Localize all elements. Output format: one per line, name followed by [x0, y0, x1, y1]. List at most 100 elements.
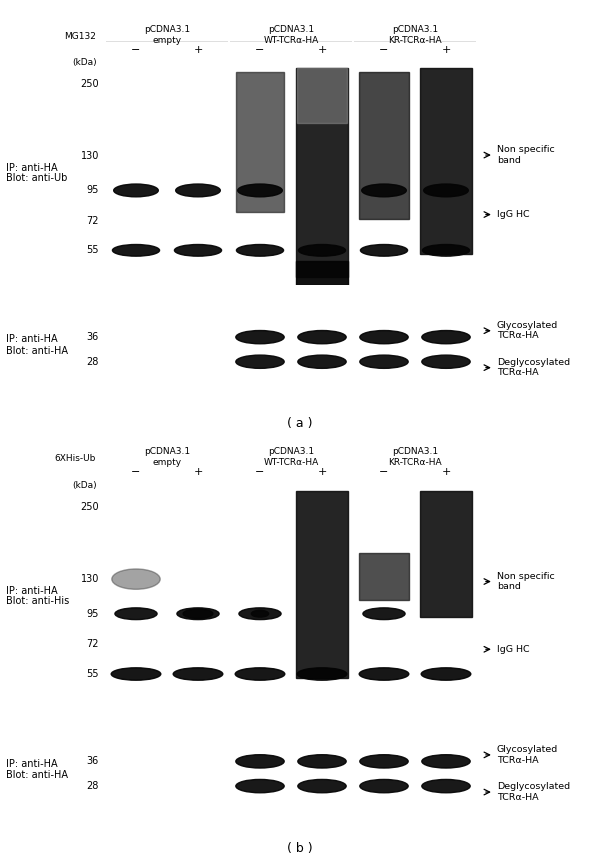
- Text: IgG HC: IgG HC: [497, 645, 529, 654]
- Ellipse shape: [422, 779, 470, 792]
- Ellipse shape: [422, 244, 470, 256]
- Ellipse shape: [422, 754, 470, 768]
- Text: +: +: [442, 45, 451, 55]
- Ellipse shape: [236, 355, 284, 368]
- Ellipse shape: [175, 244, 221, 256]
- Text: pCDNA3.1
KR-TCRα-HA: pCDNA3.1 KR-TCRα-HA: [388, 447, 442, 466]
- Bar: [420, 68, 472, 254]
- Text: 36: 36: [87, 756, 99, 766]
- Bar: [296, 68, 348, 277]
- Text: 72: 72: [86, 639, 99, 649]
- Text: 130: 130: [80, 151, 99, 161]
- Bar: [359, 553, 409, 600]
- Ellipse shape: [360, 779, 408, 792]
- Text: 36: 36: [87, 332, 99, 342]
- Ellipse shape: [424, 184, 469, 197]
- Ellipse shape: [422, 355, 470, 368]
- Text: Deglycosylated
TCRα-HA: Deglycosylated TCRα-HA: [497, 358, 570, 377]
- Text: −: −: [256, 467, 265, 477]
- Ellipse shape: [360, 330, 408, 344]
- Text: pCDNA3.1
WT-TCRα-HA: pCDNA3.1 WT-TCRα-HA: [263, 25, 319, 44]
- Ellipse shape: [298, 244, 346, 256]
- Ellipse shape: [363, 608, 405, 620]
- Text: 72: 72: [86, 216, 99, 225]
- Ellipse shape: [236, 244, 284, 256]
- Ellipse shape: [359, 668, 409, 681]
- Text: 130: 130: [80, 574, 99, 584]
- Text: Glycosylated
TCRα-HA: Glycosylated TCRα-HA: [497, 321, 558, 341]
- Text: −: −: [131, 45, 140, 55]
- Text: pCDNA3.1
empty: pCDNA3.1 empty: [144, 25, 190, 44]
- Text: Blot: anti-His: Blot: anti-His: [6, 596, 69, 606]
- Ellipse shape: [183, 609, 213, 618]
- Text: 6XHis-Ub: 6XHis-Ub: [55, 454, 96, 463]
- Text: IgG HC: IgG HC: [497, 210, 529, 219]
- Bar: [420, 491, 472, 617]
- Text: MG132: MG132: [64, 32, 96, 41]
- Ellipse shape: [236, 779, 284, 792]
- Ellipse shape: [298, 330, 346, 344]
- Ellipse shape: [360, 355, 408, 368]
- Ellipse shape: [173, 668, 223, 681]
- Text: 250: 250: [80, 80, 99, 89]
- Ellipse shape: [111, 668, 161, 681]
- Text: Non specific
band: Non specific band: [497, 572, 554, 591]
- Text: Glycosylated
TCRα-HA: Glycosylated TCRα-HA: [497, 746, 558, 765]
- Text: −: −: [379, 45, 389, 55]
- Text: Deglycosylated
TCRα-HA: Deglycosylated TCRα-HA: [497, 782, 570, 802]
- Text: 28: 28: [86, 356, 99, 367]
- Ellipse shape: [112, 569, 160, 590]
- Text: 55: 55: [86, 669, 99, 679]
- Text: −: −: [379, 467, 389, 477]
- Text: (kDa): (kDa): [73, 58, 97, 68]
- Text: 28: 28: [86, 781, 99, 791]
- Text: pCDNA3.1
WT-TCRα-HA: pCDNA3.1 WT-TCRα-HA: [263, 447, 319, 466]
- Text: IP: anti-HA: IP: anti-HA: [6, 163, 58, 173]
- Text: −: −: [256, 45, 265, 55]
- Ellipse shape: [236, 330, 284, 344]
- Text: +: +: [193, 45, 203, 55]
- Ellipse shape: [115, 608, 157, 620]
- Ellipse shape: [239, 608, 281, 620]
- Text: +: +: [193, 467, 203, 477]
- Text: 250: 250: [80, 502, 99, 512]
- Text: pCDNA3.1
KR-TCRα-HA: pCDNA3.1 KR-TCRα-HA: [388, 25, 442, 44]
- Ellipse shape: [360, 754, 408, 768]
- Text: Blot: anti-HA: Blot: anti-HA: [6, 770, 68, 780]
- Ellipse shape: [297, 668, 347, 681]
- Ellipse shape: [177, 608, 219, 620]
- Ellipse shape: [113, 184, 158, 197]
- Ellipse shape: [236, 754, 284, 768]
- Ellipse shape: [422, 330, 470, 344]
- Text: 95: 95: [86, 186, 99, 195]
- Ellipse shape: [176, 184, 220, 197]
- Text: ( a ): ( a ): [287, 417, 313, 430]
- Text: +: +: [317, 467, 326, 477]
- Ellipse shape: [235, 668, 285, 681]
- Ellipse shape: [298, 779, 346, 792]
- Text: ( b ): ( b ): [287, 842, 313, 855]
- Text: +: +: [317, 45, 326, 55]
- Text: Non specific
band: Non specific band: [497, 146, 554, 165]
- Ellipse shape: [361, 244, 407, 256]
- Ellipse shape: [362, 184, 406, 197]
- Text: pCDNA3.1
empty: pCDNA3.1 empty: [144, 447, 190, 466]
- Ellipse shape: [251, 610, 269, 617]
- Ellipse shape: [421, 668, 471, 681]
- Text: −: −: [131, 467, 140, 477]
- Ellipse shape: [112, 244, 160, 256]
- Ellipse shape: [298, 355, 346, 368]
- Text: Blot: anti-Ub: Blot: anti-Ub: [6, 173, 67, 183]
- Bar: [296, 261, 348, 285]
- Text: +: +: [442, 467, 451, 477]
- Bar: [359, 72, 409, 219]
- Text: 95: 95: [86, 609, 99, 619]
- Ellipse shape: [298, 754, 346, 768]
- Text: Blot: anti-HA: Blot: anti-HA: [6, 346, 68, 356]
- Bar: [236, 72, 284, 212]
- Text: IP: anti-HA: IP: anti-HA: [6, 586, 58, 596]
- Text: 55: 55: [86, 245, 99, 256]
- Bar: [296, 491, 348, 678]
- Text: IP: anti-HA: IP: anti-HA: [6, 759, 58, 769]
- Ellipse shape: [238, 184, 283, 197]
